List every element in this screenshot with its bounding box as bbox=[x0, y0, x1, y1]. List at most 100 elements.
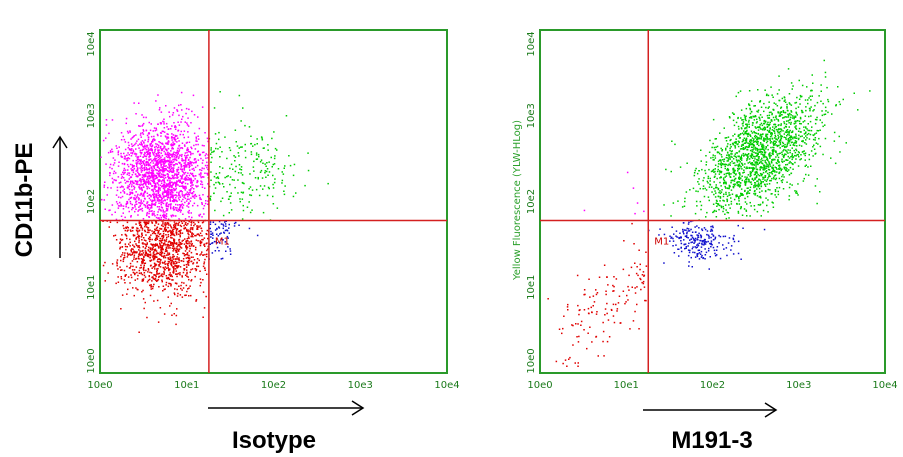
data-point bbox=[179, 234, 181, 237]
data-point bbox=[763, 122, 765, 125]
data-point bbox=[163, 118, 165, 120]
data-point bbox=[694, 169, 696, 172]
data-point bbox=[144, 144, 146, 147]
data-point bbox=[190, 182, 192, 184]
data-point bbox=[238, 164, 241, 166]
data-point bbox=[173, 234, 176, 237]
data-point bbox=[182, 170, 184, 173]
data-point bbox=[153, 187, 156, 189]
data-point bbox=[663, 262, 665, 264]
data-point bbox=[187, 231, 189, 233]
data-point bbox=[177, 249, 180, 251]
data-point bbox=[129, 130, 131, 132]
data-point bbox=[742, 148, 745, 151]
data-point bbox=[135, 148, 137, 150]
data-point bbox=[176, 149, 179, 152]
data-point bbox=[179, 154, 181, 156]
data-point bbox=[719, 132, 721, 134]
data-point bbox=[756, 153, 759, 156]
data-point bbox=[175, 270, 177, 272]
data-point bbox=[133, 250, 135, 252]
data-point bbox=[171, 229, 174, 232]
data-point bbox=[155, 239, 157, 241]
data-point bbox=[767, 94, 770, 97]
data-point bbox=[109, 172, 111, 174]
data-point bbox=[257, 178, 259, 180]
data-point bbox=[155, 279, 157, 281]
data-point bbox=[254, 143, 256, 146]
data-point bbox=[221, 183, 224, 185]
data-point bbox=[721, 189, 723, 191]
data-point bbox=[243, 182, 245, 185]
data-point bbox=[157, 230, 160, 233]
data-point bbox=[733, 162, 736, 164]
data-point bbox=[755, 140, 757, 143]
data-point bbox=[744, 178, 747, 181]
data-point bbox=[167, 230, 169, 233]
data-point bbox=[138, 147, 140, 149]
data-point bbox=[157, 211, 159, 213]
data-point bbox=[759, 179, 762, 181]
data-point bbox=[173, 107, 176, 109]
data-point bbox=[141, 169, 143, 172]
data-point bbox=[741, 154, 743, 156]
data-point bbox=[675, 244, 677, 246]
data-point bbox=[190, 161, 192, 164]
data-point bbox=[695, 167, 697, 170]
data-point bbox=[292, 174, 295, 177]
data-point bbox=[760, 174, 762, 177]
data-point bbox=[191, 182, 193, 184]
data-point bbox=[201, 203, 203, 205]
data-point bbox=[779, 142, 781, 144]
data-point bbox=[749, 173, 752, 175]
data-point bbox=[167, 254, 169, 256]
data-point bbox=[126, 200, 128, 203]
data-point bbox=[147, 177, 149, 179]
data-point bbox=[190, 146, 192, 148]
data-point bbox=[182, 174, 184, 176]
data-point bbox=[774, 190, 777, 193]
data-point bbox=[170, 302, 172, 305]
data-point bbox=[175, 194, 177, 196]
data-point bbox=[146, 188, 148, 190]
data-point bbox=[172, 244, 175, 247]
data-point bbox=[136, 233, 139, 235]
data-point bbox=[755, 171, 757, 173]
data-point bbox=[195, 299, 198, 301]
data-point bbox=[712, 211, 714, 214]
data-point bbox=[814, 185, 817, 187]
data-point bbox=[730, 200, 733, 203]
data-point bbox=[145, 155, 148, 158]
data-point bbox=[148, 172, 150, 175]
data-point bbox=[174, 288, 176, 290]
data-point bbox=[139, 151, 142, 154]
data-point bbox=[203, 267, 206, 269]
data-point bbox=[715, 249, 718, 251]
data-point bbox=[132, 136, 135, 138]
data-point bbox=[169, 182, 172, 184]
data-point bbox=[745, 119, 747, 122]
data-point bbox=[123, 227, 125, 230]
data-point bbox=[153, 266, 156, 268]
data-point bbox=[711, 146, 713, 149]
data-point bbox=[190, 241, 192, 243]
data-point bbox=[140, 258, 143, 260]
data-point bbox=[129, 282, 131, 284]
data-point bbox=[791, 131, 794, 133]
data-point bbox=[781, 160, 783, 162]
data-point bbox=[824, 124, 826, 126]
data-point bbox=[774, 134, 776, 137]
data-point bbox=[772, 143, 775, 145]
data-point bbox=[184, 145, 186, 147]
data-point bbox=[142, 218, 145, 220]
data-point bbox=[143, 237, 145, 239]
data-point bbox=[104, 181, 106, 183]
data-point bbox=[823, 59, 825, 62]
data-point bbox=[149, 254, 152, 257]
data-point bbox=[176, 246, 178, 248]
data-point bbox=[166, 192, 168, 194]
data-point bbox=[726, 151, 729, 154]
data-point bbox=[135, 170, 137, 172]
data-point bbox=[172, 272, 175, 274]
data-point bbox=[756, 118, 758, 121]
